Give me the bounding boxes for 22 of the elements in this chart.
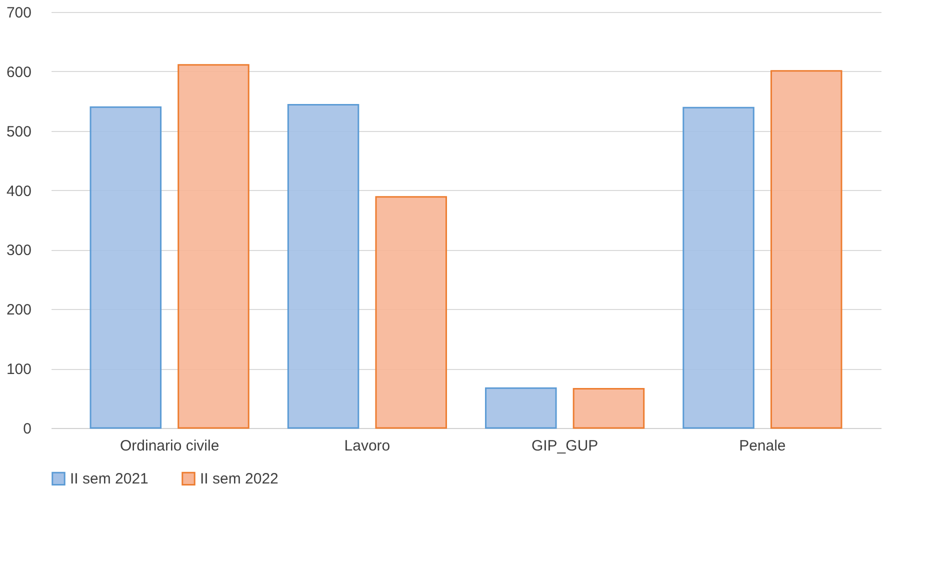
bar: [90, 106, 162, 429]
x-tick-label: Penale: [739, 438, 786, 454]
y-tick-label: 100: [6, 361, 32, 378]
y-tick-label: 500: [6, 123, 32, 140]
bar: [770, 70, 842, 429]
y-tick-label: 300: [6, 242, 32, 260]
bar: [682, 106, 754, 429]
y-tick-label: 200: [6, 302, 32, 319]
bar: [485, 387, 557, 429]
y-tick-label: 0: [23, 420, 32, 438]
x-tick-label: GIP_GUP: [531, 438, 598, 454]
x-tick-label: Lavoro: [344, 438, 390, 454]
y-tick-label: 700: [6, 4, 32, 22]
legend-label: II sem 2021: [70, 470, 148, 488]
legend-label: II sem 2022: [200, 470, 278, 488]
x-tick-label: Ordinario civile: [120, 438, 220, 454]
bar: [572, 388, 645, 429]
y-tick-label: 400: [6, 182, 32, 200]
bar: [178, 64, 250, 429]
bar: [287, 104, 360, 429]
y-tick-label: 600: [6, 64, 32, 81]
bar: [375, 196, 447, 429]
